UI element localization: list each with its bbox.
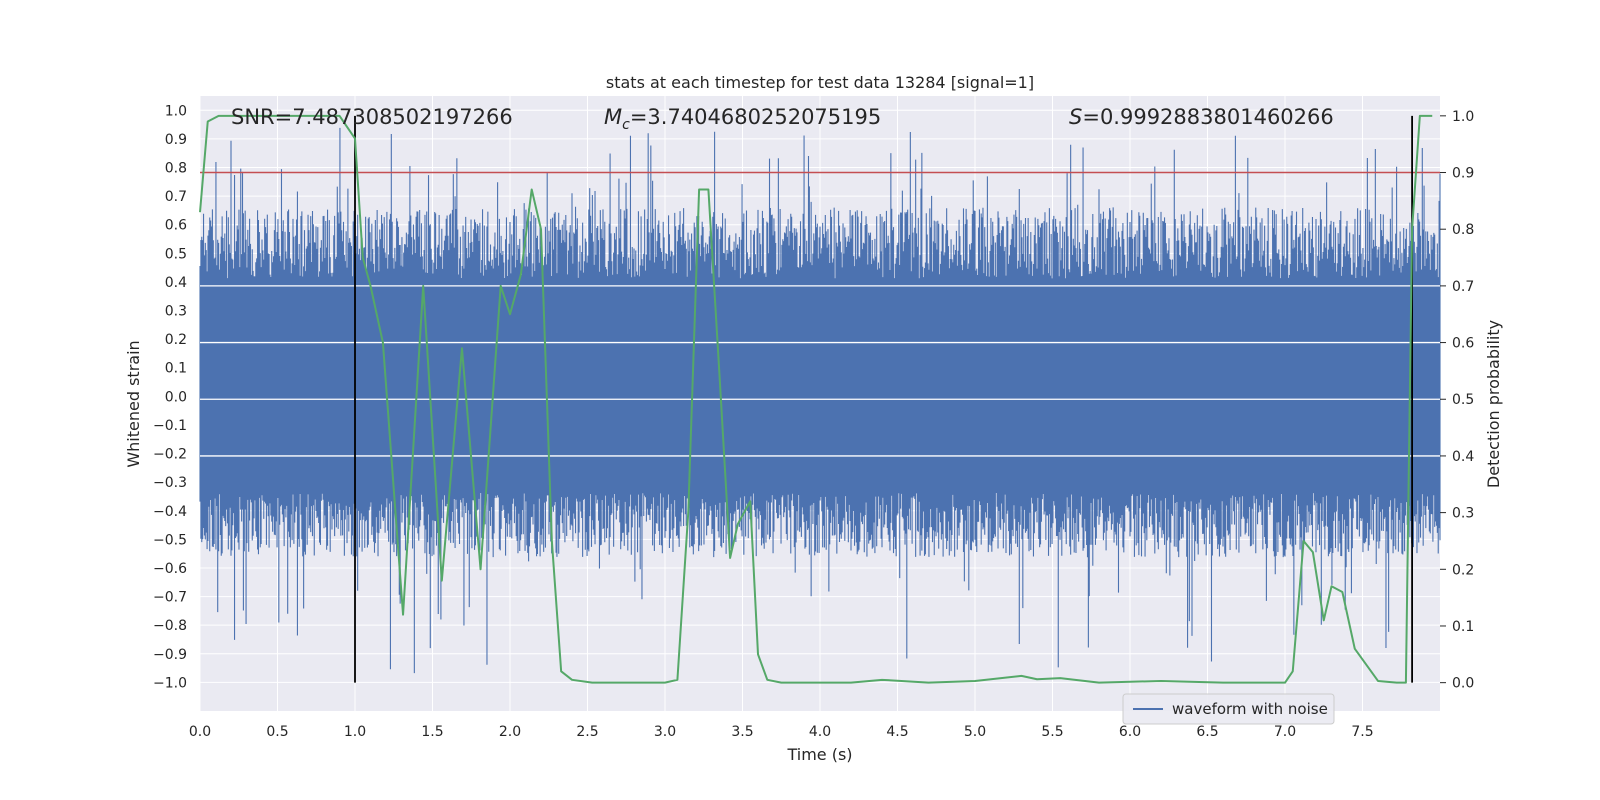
x-tick-labels: 0.0 0.5 1.0 1.5 2.0 2.5 3.0 3.5 4.0 4.5 5.0 5.5 6.0 6… <box>189 724 1374 740</box>
y2-axis-label: Detection probability <box>1484 320 1503 488</box>
chirp-mass-subscript: c <box>622 117 630 133</box>
y-tick-label-2: 0.8 <box>165 161 187 177</box>
x-tick-label-15: 7.5 <box>1351 724 1373 740</box>
x-tick-label-3: 1.5 <box>421 724 443 740</box>
y-tick-label-17: −0.7 <box>153 590 187 606</box>
y-tick-label-5: 0.5 <box>165 246 187 262</box>
waveform-core <box>200 298 1440 477</box>
y-tick-label-15: −0.5 <box>153 532 187 548</box>
y2-tick-label-4: 0.6 <box>1452 336 1474 352</box>
legend-label: waveform with noise <box>1172 700 1328 718</box>
y-tick-label-18: −0.8 <box>153 618 187 634</box>
score-value: =0.9992883801460266 <box>1082 105 1333 129</box>
y2-tick-label-8: 0.2 <box>1452 562 1474 578</box>
x-axis-label: Time (s) <box>786 745 852 764</box>
x-tick-label-1: 0.5 <box>266 724 288 740</box>
y2-tick-label-7: 0.3 <box>1452 506 1474 522</box>
y2-tick-label-0: 1.0 <box>1452 109 1474 125</box>
x-tick-label-7: 3.5 <box>731 724 753 740</box>
y-tick-label-3: 0.7 <box>165 189 187 205</box>
y2-tick-label-9: 0.1 <box>1452 619 1474 635</box>
y-tick-label-9: 0.1 <box>165 361 187 377</box>
x-tick-label-2: 1.0 <box>344 724 366 740</box>
y-tick-label-1: 0.9 <box>165 132 187 148</box>
y2-tick-label-2: 0.8 <box>1452 222 1474 238</box>
x-tick-label-8: 4.0 <box>809 724 831 740</box>
y-tick-labels: 1.0 0.9 0.8 0.7 0.6 0.5 0.4 0.3 0.2 0.1 0.0 −0.1 −0.… <box>153 103 187 691</box>
legend: waveform with noise <box>1122 693 1335 725</box>
waveform-series <box>199 127 1441 674</box>
y-tick-label-4: 0.6 <box>165 218 187 234</box>
score-symbol: S <box>1069 105 1082 129</box>
y-tick-label-0: 1.0 <box>165 103 187 119</box>
x-tick-label-14: 7.0 <box>1274 724 1296 740</box>
legend-box <box>1122 693 1335 725</box>
y-axis-label: Whitened strain <box>124 340 143 467</box>
x-tick-label-10: 5.0 <box>964 724 986 740</box>
y-tick-label-16: −0.6 <box>153 561 187 577</box>
probability-series <box>199 114 1433 684</box>
y-tick-label-8: 0.2 <box>165 332 187 348</box>
probability-line-0 <box>199 114 1433 684</box>
y-tick-label-14: −0.4 <box>153 504 187 520</box>
chart-title: stats at each timestep for test data 132… <box>606 73 1034 92</box>
y-tick-label-19: −0.9 <box>153 647 187 663</box>
y-tick-label-7: 0.3 <box>165 304 187 320</box>
y2-tick-label-5: 0.5 <box>1452 392 1474 408</box>
y-tick-label-6: 0.4 <box>165 275 187 291</box>
x-tick-label-13: 6.5 <box>1196 724 1218 740</box>
x-tick-label-6: 3.0 <box>654 724 676 740</box>
y-tick-label-12: −0.2 <box>153 447 187 463</box>
x-tick-label-4: 2.0 <box>499 724 521 740</box>
score-annotation: S=0.9992883801460266 <box>1069 105 1334 129</box>
reference-lines <box>200 115 1440 683</box>
x-tick-label-11: 5.5 <box>1041 724 1063 740</box>
x-tick-label-5: 2.5 <box>576 724 598 740</box>
y2-tick-label-6: 0.4 <box>1452 449 1474 465</box>
y2-tick-labels: 1.0 0.9 0.8 0.7 0.6 0.5 0.4 0.3 0.2 0.1 0.0 <box>1440 109 1474 692</box>
y-tick-label-10: 0.0 <box>165 389 187 405</box>
right-axis-grid <box>200 285 1440 457</box>
y-tick-label-20: −1.0 <box>153 675 187 691</box>
y2-tick-label-10: 0.0 <box>1452 676 1474 692</box>
y2-tick-label-1: 0.9 <box>1452 166 1474 182</box>
chirp-mass-symbol: M <box>604 105 622 129</box>
chirp-mass-value: =3.7404680252075195 <box>630 105 881 129</box>
y-tick-label-13: −0.3 <box>153 475 187 491</box>
y-tick-label-11: −0.1 <box>153 418 187 434</box>
x-tick-label-0: 0.0 <box>189 724 211 740</box>
snr-annotation: SNR=7.487308502197266 <box>231 105 513 129</box>
y2-tick-label-3: 0.7 <box>1452 279 1474 295</box>
x-tick-label-12: 6.0 <box>1119 724 1141 740</box>
x-tick-label-9: 4.5 <box>886 724 908 740</box>
chirp-mass-annotation: Mc=3.7404680252075195 <box>604 105 881 133</box>
